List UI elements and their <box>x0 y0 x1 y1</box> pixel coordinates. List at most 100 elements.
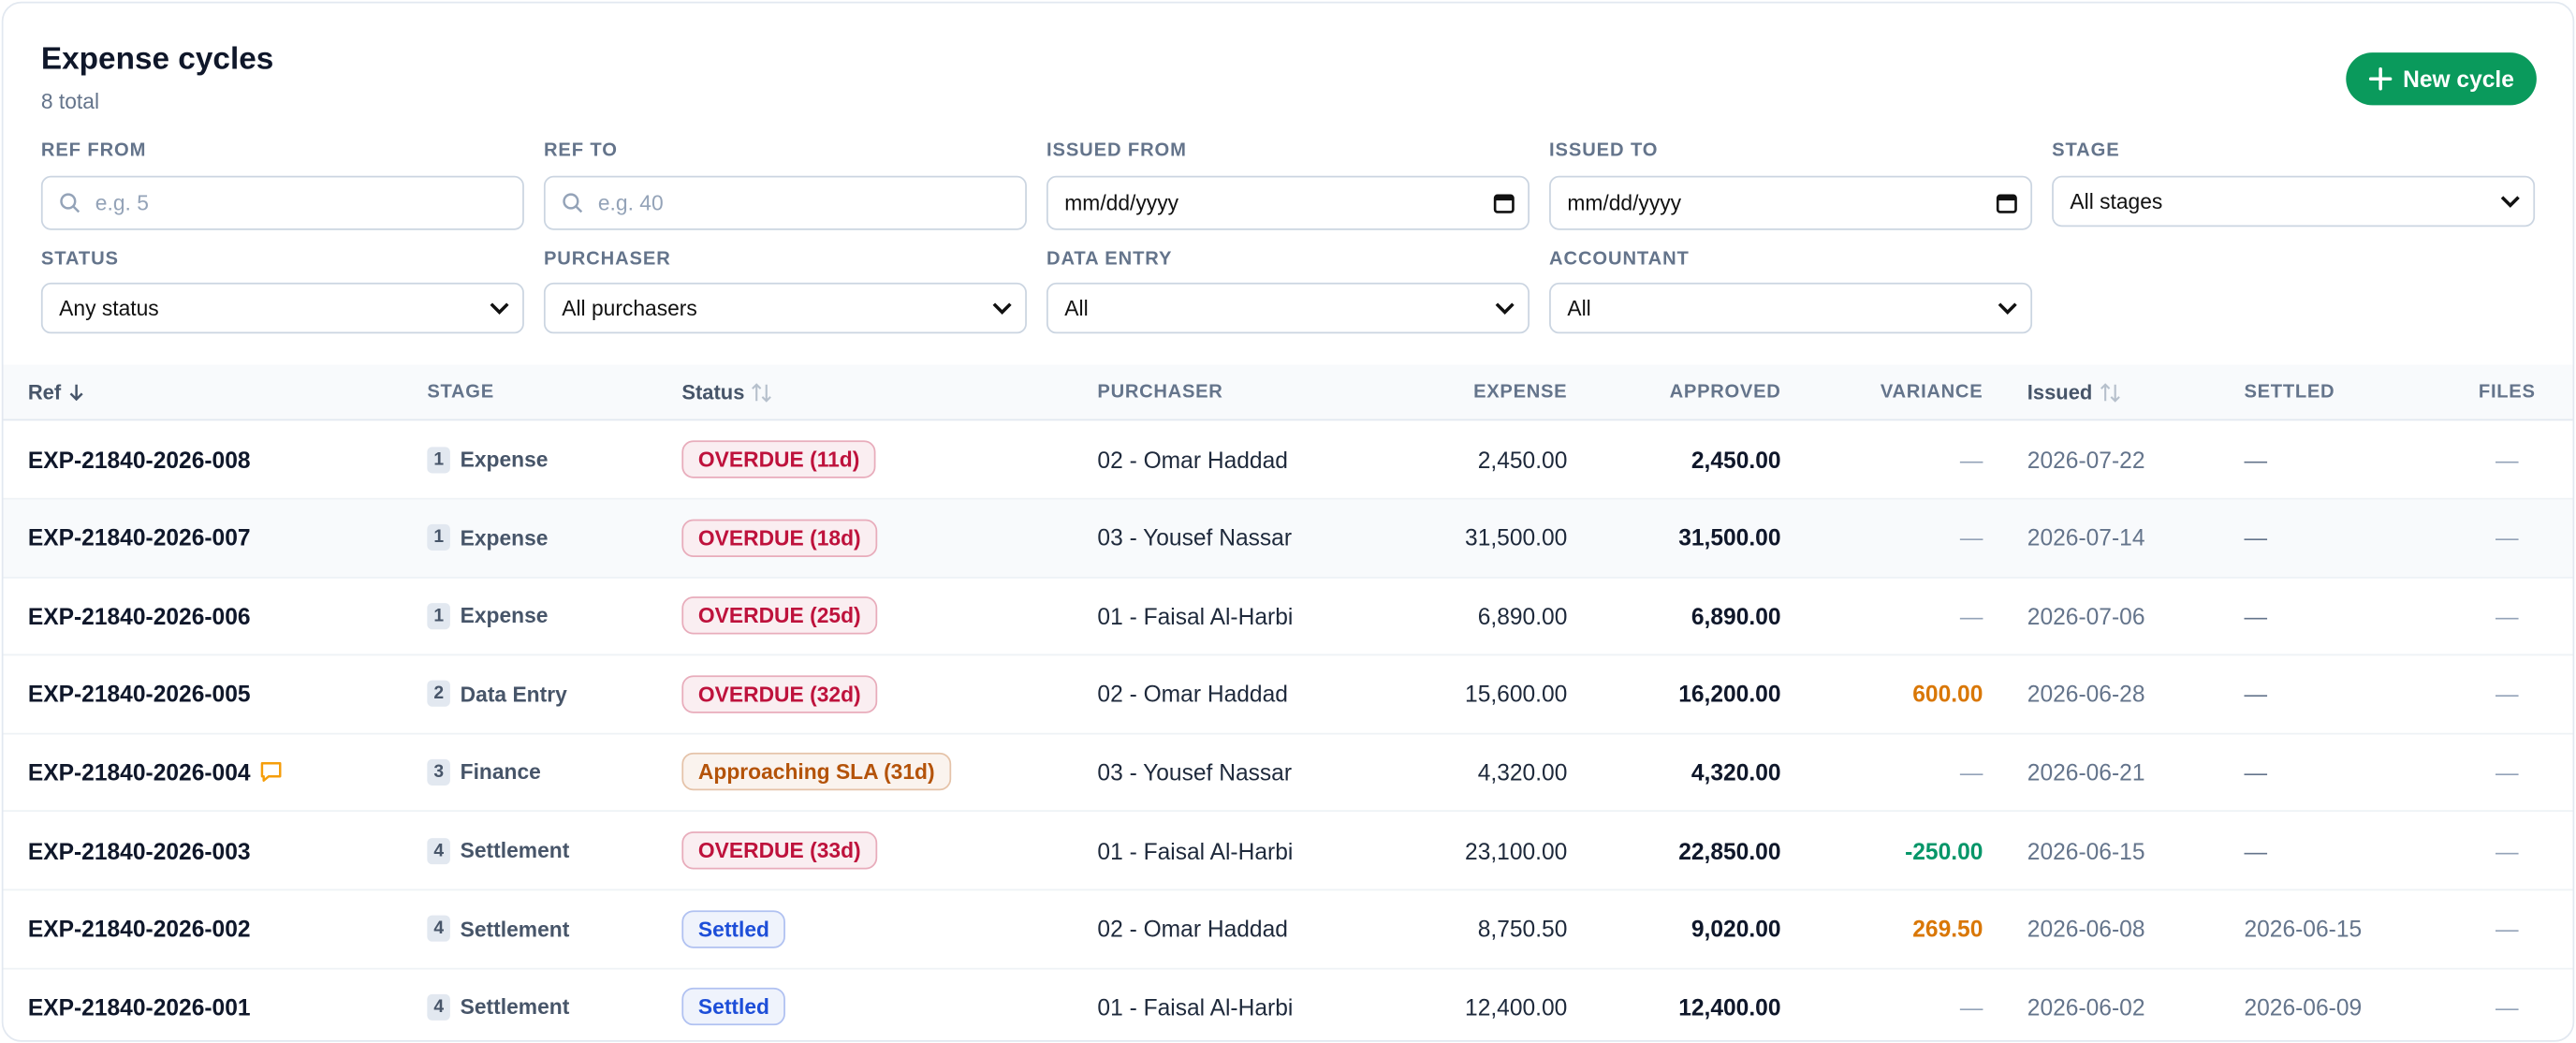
issued-date: 2026-06-21 <box>2027 758 2145 786</box>
purchaser: 02 - Omar Haddad <box>1097 446 1288 473</box>
purchaser: 03 - Yousef Nassar <box>1097 758 1293 786</box>
status-cell: OVERDUE (33d) <box>681 831 1097 870</box>
filter-label: REF TO <box>543 140 618 161</box>
column-label: Issued <box>2027 380 2093 404</box>
select-field[interactable]: All <box>1046 282 1530 334</box>
ref[interactable]: EXP-21840-2026-005 <box>27 681 251 708</box>
stage-name: Settlement <box>460 916 570 941</box>
row-grid: EXP-21840-2026-002 4 Settlement Settled 02 -… <box>4 890 2573 967</box>
placeholder: e.g. 40 <box>597 190 664 215</box>
stage-name: Settlement <box>460 838 570 863</box>
issued-date: 2026-07-06 <box>2027 602 2145 629</box>
column-header[interactable]: Ref <box>28 380 427 404</box>
table-row[interactable]: EXP-21840-2026-001 4 Settlement Settled 01 -… <box>4 968 2573 1040</box>
settled-date: 2026-06-15 <box>2244 915 2363 942</box>
purchaser: 01 - Faisal Al-Harbi <box>1097 602 1294 629</box>
search-field[interactable]: e.g. 5 <box>40 175 524 230</box>
ref[interactable]: EXP-21840-2026-001 <box>27 993 251 1021</box>
table-row[interactable]: EXP-21840-2026-003 4 Settlement OVERDUE (33… <box>3 812 2573 891</box>
ref[interactable]: EXP-21840-2026-002 <box>27 915 251 942</box>
stage-name: Expense <box>460 603 549 628</box>
select-field[interactable]: All stages <box>2052 175 2536 228</box>
column-header: STAGE <box>427 382 681 402</box>
stage-cell: 1 Expense <box>427 524 681 551</box>
settled-date: — <box>2244 446 2268 473</box>
filter-label: STAGE <box>2052 140 2120 161</box>
total-count: 8 total <box>40 88 100 114</box>
expense: 12,400.00 <box>1465 993 1568 1021</box>
ref[interactable]: EXP-21840-2026-006 <box>27 602 251 629</box>
approved: 22,850.00 <box>1678 837 1781 864</box>
expense: 31,500.00 <box>1465 524 1568 551</box>
variance: 600.00 <box>1912 681 1983 708</box>
approved: 2,450.00 <box>1690 446 1781 473</box>
column-header[interactable]: Status <box>681 380 1097 404</box>
row-grid: EXP-21840-2026-006 1 Expense OVERDUE (25d) 0… <box>4 577 2573 654</box>
expense: 2,450.00 <box>1477 446 1568 473</box>
ref[interactable]: EXP-21840-2026-003 <box>27 837 251 864</box>
filter-label: PURCHASER <box>543 249 671 270</box>
filter-label: ISSUED TO <box>1549 140 1659 161</box>
status-badge: OVERDUE (33d) <box>681 831 878 870</box>
table-row[interactable]: EXP-21840-2026-008 1 Expense OVERDUE (11d) 0… <box>3 420 2573 500</box>
status-cell: Settled <box>681 988 1097 1026</box>
ref-cell: EXP-21840-2026-001 <box>28 993 427 1020</box>
expense: 15,600.00 <box>1465 681 1568 708</box>
date-field[interactable]: mm/dd/yyyy <box>1046 175 1530 230</box>
column-label: PURCHASER <box>1097 382 1223 403</box>
column-header[interactable]: Issued <box>1983 380 2244 404</box>
filter-label: REF FROM <box>40 140 147 161</box>
ref[interactable]: EXP-21840-2026-008 <box>27 446 251 473</box>
stage-name: Data Entry <box>460 682 567 707</box>
table-row[interactable]: EXP-21840-2026-006 1 Expense OVERDUE (25d) 0… <box>3 577 2573 656</box>
field-value: Any status <box>59 295 159 321</box>
stage-number: 1 <box>427 524 451 551</box>
settled-date: — <box>2244 524 2268 551</box>
status-cell: OVERDUE (18d) <box>681 518 1097 557</box>
ref-cell: EXP-21840-2026-008 <box>28 447 427 473</box>
files: — <box>2495 915 2519 942</box>
stage-cell: 4 Settlement <box>427 837 681 864</box>
settled-date: — <box>2244 758 2268 786</box>
stage-name: Expense <box>460 447 549 472</box>
files: — <box>2495 602 2519 629</box>
new-cycle-button[interactable]: New cycle <box>2346 52 2537 106</box>
issued-date: 2026-06-08 <box>2027 915 2145 942</box>
column-header: SETTLED <box>2244 382 2451 402</box>
issued-date: 2026-06-15 <box>2027 837 2145 864</box>
purchaser: 01 - Faisal Al-Harbi <box>1097 837 1294 864</box>
page-title: Expense cycles <box>40 42 274 78</box>
field-value: All <box>1064 295 1089 321</box>
stage-number: 4 <box>427 915 451 942</box>
approved: 9,020.00 <box>1690 915 1781 942</box>
approved: 6,890.00 <box>1690 602 1781 629</box>
date-field[interactable]: mm/dd/yyyy <box>1549 175 2033 230</box>
sort-icon <box>751 382 772 402</box>
column-label: VARIANCE <box>1880 382 1983 403</box>
table-row[interactable]: EXP-21840-2026-002 4 Settlement Settled 02 -… <box>3 890 2573 969</box>
column-label: Ref <box>27 380 62 404</box>
variance: -250.00 <box>1905 837 1983 864</box>
ref[interactable]: EXP-21840-2026-007 <box>27 524 251 551</box>
column-header: EXPENSE <box>1377 382 1568 402</box>
field-value: All purchasers <box>562 295 697 321</box>
stage-name: Settlement <box>460 994 570 1020</box>
approved: 4,320.00 <box>1690 758 1781 786</box>
files: — <box>2495 837 2519 864</box>
search-field[interactable]: e.g. 40 <box>543 175 1027 230</box>
table-row[interactable]: EXP-21840-2026-005 2 Data Entry OVERDUE (32… <box>3 655 2573 735</box>
ref[interactable]: EXP-21840-2026-004 <box>27 758 251 786</box>
table-header: Ref STAGE Status PURCHASER EXPENSE APPROVED VA… <box>3 364 2573 421</box>
status-cell: OVERDUE (11d) <box>681 440 1097 478</box>
stage-cell: 2 Data Entry <box>427 681 681 708</box>
select-field[interactable]: Any status <box>40 282 524 334</box>
select-field[interactable]: All <box>1549 282 2033 334</box>
table-row[interactable]: EXP-21840-2026-004 3 Finance Approaching SL… <box>3 733 2573 813</box>
ref-cell: EXP-21840-2026-004 <box>28 759 427 786</box>
table-row[interactable]: EXP-21840-2026-007 1 Expense OVERDUE (18d) 0… <box>3 498 2573 579</box>
filter-label: ISSUED FROM <box>1046 140 1187 161</box>
issued-date: 2026-07-22 <box>2027 446 2145 473</box>
variance: — <box>1959 758 1983 786</box>
select-field[interactable]: All purchasers <box>543 282 1027 334</box>
row-grid: EXP-21840-2026-004 3 Finance Approaching SL… <box>4 733 2573 810</box>
